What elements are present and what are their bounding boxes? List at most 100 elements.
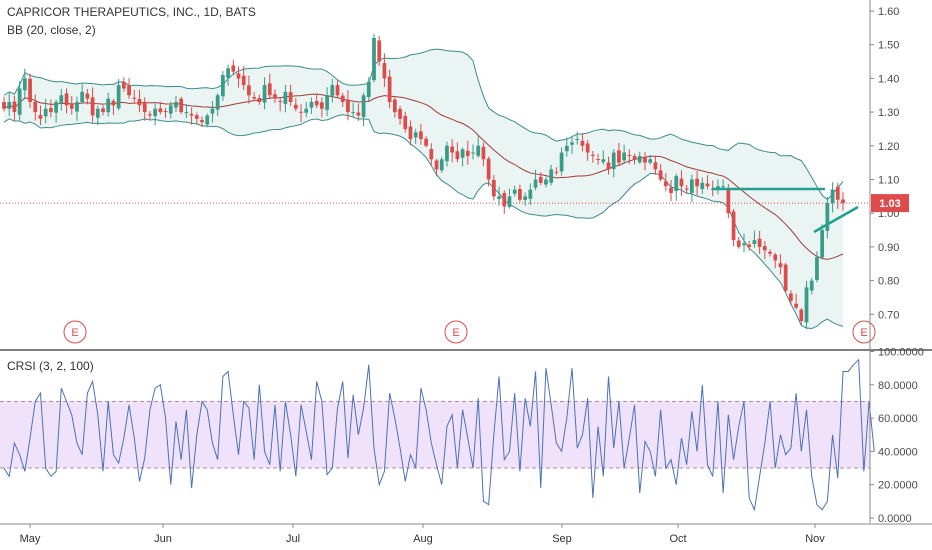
candle-body bbox=[465, 150, 470, 156]
candle-body bbox=[28, 78, 32, 102]
candle-body bbox=[762, 245, 767, 251]
candle-body bbox=[559, 152, 564, 172]
candle-body bbox=[90, 97, 95, 116]
candle-body bbox=[825, 203, 830, 231]
candle-body bbox=[215, 95, 220, 110]
candle-body bbox=[163, 110, 168, 113]
candle-body bbox=[340, 95, 345, 102]
candle-body bbox=[200, 119, 204, 123]
candle-body bbox=[752, 240, 757, 244]
earnings-marker-label: E bbox=[452, 327, 459, 339]
candle-body bbox=[142, 102, 147, 113]
candle-body bbox=[445, 145, 449, 162]
candle-body bbox=[17, 88, 22, 115]
candle-body bbox=[731, 211, 736, 241]
price-tick-label: 1.60 bbox=[878, 6, 899, 18]
candle-body bbox=[231, 65, 236, 72]
candle-body bbox=[643, 157, 647, 163]
candle-body bbox=[413, 132, 418, 138]
candle-body bbox=[304, 108, 309, 113]
candle-body bbox=[179, 98, 184, 113]
candle-body bbox=[679, 178, 684, 187]
candle-body bbox=[356, 112, 361, 116]
candle-body bbox=[695, 178, 699, 187]
crsi-line bbox=[3, 358, 875, 512]
candle-body bbox=[387, 76, 392, 102]
candle-body bbox=[64, 93, 69, 106]
candle-body bbox=[742, 243, 746, 246]
candle-body bbox=[80, 91, 85, 102]
crsi-label[interactable]: CRSI (3, 2, 100) bbox=[7, 359, 94, 373]
candle-body bbox=[648, 159, 653, 163]
candle-body bbox=[622, 152, 627, 161]
crsi-tick-label: 40.0000 bbox=[878, 446, 918, 458]
candle-body bbox=[174, 101, 178, 108]
time-tick-label: Oct bbox=[669, 533, 686, 545]
candle-body bbox=[95, 108, 100, 118]
candle-body bbox=[325, 95, 329, 110]
candle-body bbox=[804, 287, 809, 323]
candle-body bbox=[450, 146, 455, 153]
candle-body bbox=[398, 108, 402, 119]
candle-body bbox=[236, 73, 241, 79]
candle-body bbox=[835, 186, 840, 200]
candle-body bbox=[205, 115, 210, 125]
candle-body bbox=[241, 75, 246, 86]
candle-body bbox=[585, 143, 590, 153]
candle-body bbox=[726, 189, 731, 214]
candle-body bbox=[424, 138, 428, 146]
candle-body bbox=[309, 101, 314, 108]
candle-body bbox=[330, 85, 335, 96]
candle-body bbox=[627, 154, 632, 156]
last-price-badge-label: 1.03 bbox=[879, 198, 900, 210]
candle-body bbox=[533, 179, 538, 188]
candle-body bbox=[346, 99, 350, 113]
candle-body bbox=[705, 183, 710, 187]
candle-body bbox=[75, 101, 79, 112]
candle-body bbox=[789, 293, 793, 301]
candle-body bbox=[252, 97, 257, 99]
candle-body bbox=[314, 100, 319, 106]
candle-body bbox=[486, 158, 491, 180]
crsi-tick-label: 80.0000 bbox=[878, 380, 918, 392]
time-tick-label: Sep bbox=[552, 533, 572, 545]
candle-body bbox=[674, 176, 679, 192]
candle-body bbox=[512, 189, 517, 194]
earnings-marker-circle bbox=[444, 320, 468, 344]
candle-body bbox=[194, 115, 199, 119]
candle-body bbox=[538, 176, 543, 183]
candle-body bbox=[549, 169, 554, 183]
candle-body bbox=[59, 95, 64, 104]
time-tick-label: Nov bbox=[805, 533, 825, 545]
candle-body bbox=[778, 263, 783, 268]
candle-body bbox=[637, 155, 642, 163]
candle-body bbox=[502, 193, 507, 207]
candle-body bbox=[663, 181, 668, 187]
crsi-tick-label: 0.0000 bbox=[878, 513, 912, 525]
earnings-marker: E bbox=[852, 320, 876, 344]
candle-body bbox=[544, 179, 548, 185]
time-tick-label: Jul bbox=[286, 533, 300, 545]
time-tick-label: Aug bbox=[413, 533, 433, 545]
candle-body bbox=[283, 91, 288, 104]
candle-body bbox=[247, 85, 251, 96]
candle-body bbox=[721, 186, 726, 188]
candle-body bbox=[403, 115, 408, 129]
price-tick-label: 0.80 bbox=[878, 276, 899, 288]
candle-body bbox=[689, 179, 694, 193]
candle-body bbox=[111, 100, 116, 106]
bollinger-bands-label[interactable]: BB (20, close, 2) bbox=[7, 23, 96, 37]
candle-body bbox=[278, 101, 283, 103]
candle-body bbox=[106, 98, 111, 113]
crsi-pane[interactable] bbox=[0, 358, 875, 512]
candle-body bbox=[471, 152, 475, 154]
candle-body bbox=[757, 238, 762, 247]
candle-body bbox=[184, 112, 189, 114]
candle-body bbox=[773, 254, 778, 261]
candle-body bbox=[528, 189, 533, 199]
earnings-marker: E bbox=[63, 320, 87, 344]
candle-body bbox=[85, 93, 90, 99]
